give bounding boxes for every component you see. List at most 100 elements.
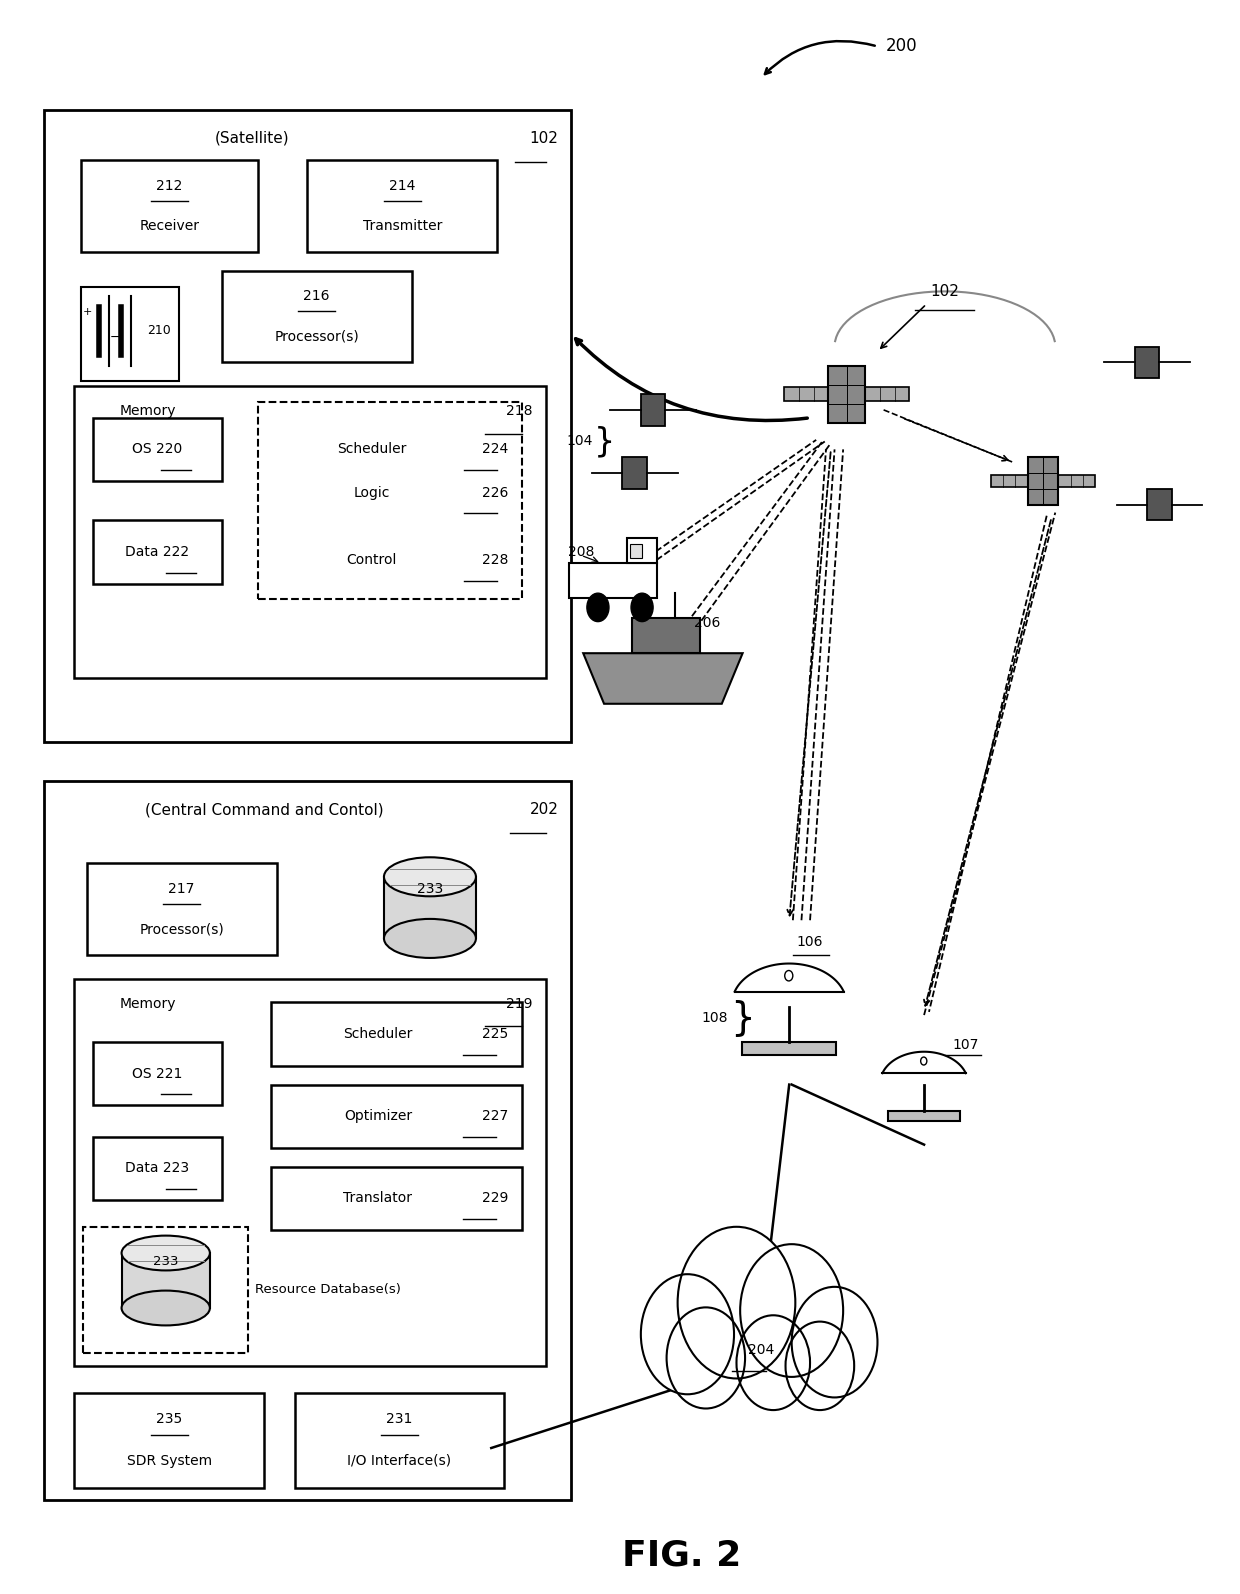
Bar	[1058, 475, 1095, 486]
Text: (Central Command and Contol): (Central Command and Contol)	[145, 802, 383, 818]
Bar	[742, 1041, 837, 1055]
Ellipse shape	[384, 918, 476, 958]
Bar	[1147, 489, 1172, 521]
Bar	[1028, 457, 1058, 505]
Bar	[622, 457, 647, 489]
Ellipse shape	[122, 1235, 210, 1270]
Bar	[81, 161, 258, 252]
Bar	[568, 563, 657, 598]
Text: 226: 226	[482, 486, 508, 501]
Text: 214: 214	[389, 179, 415, 193]
Text: Scheduler: Scheduler	[343, 1027, 413, 1041]
Text: 102: 102	[930, 284, 960, 298]
Text: 208: 208	[568, 545, 594, 559]
Text: 227: 227	[482, 1109, 508, 1124]
Circle shape	[677, 1227, 795, 1379]
Text: 217: 217	[169, 881, 195, 896]
Text: 202: 202	[529, 802, 558, 818]
Text: Optimizer: Optimizer	[343, 1109, 412, 1124]
Bar	[74, 1393, 264, 1487]
Text: 228: 228	[482, 553, 508, 567]
Text: OS 221: OS 221	[131, 1066, 182, 1081]
Bar	[632, 618, 699, 654]
Text: 108: 108	[701, 1011, 728, 1025]
Text: Data 222: Data 222	[125, 545, 190, 559]
Bar	[93, 521, 222, 583]
Bar	[43, 781, 570, 1500]
Polygon shape	[583, 654, 743, 705]
Bar	[270, 1003, 522, 1066]
Text: 210: 210	[146, 324, 170, 338]
Ellipse shape	[122, 1291, 210, 1326]
Text: Memory: Memory	[120, 405, 176, 419]
Bar	[93, 1042, 222, 1105]
Text: Receiver: Receiver	[139, 220, 200, 233]
Text: 200: 200	[887, 37, 918, 56]
Bar	[270, 1084, 522, 1148]
Bar	[384, 877, 476, 939]
Bar	[828, 365, 866, 422]
Text: I/O Interface(s): I/O Interface(s)	[347, 1454, 451, 1468]
Text: 102: 102	[529, 131, 558, 145]
Text: Transmitter: Transmitter	[362, 220, 441, 233]
Circle shape	[785, 971, 792, 980]
Text: }: }	[594, 426, 615, 457]
Text: 107: 107	[952, 1038, 978, 1052]
Bar	[258, 402, 522, 599]
Circle shape	[737, 1315, 810, 1411]
Text: 204: 204	[748, 1344, 774, 1356]
Bar	[43, 110, 570, 741]
Bar	[630, 544, 642, 558]
Text: 233: 233	[417, 881, 443, 896]
Bar	[627, 537, 657, 563]
Text: 224: 224	[482, 443, 508, 456]
Text: OS 220: OS 220	[131, 443, 182, 456]
Bar	[784, 387, 828, 402]
Bar	[74, 386, 547, 679]
Bar	[866, 387, 909, 402]
Text: Resource Database(s): Resource Database(s)	[254, 1283, 401, 1296]
Bar	[308, 161, 497, 252]
Bar	[122, 1253, 210, 1309]
Circle shape	[587, 593, 609, 622]
Circle shape	[667, 1307, 745, 1409]
Text: Processor(s): Processor(s)	[274, 330, 358, 344]
Bar	[87, 864, 277, 955]
Text: Memory: Memory	[120, 996, 176, 1011]
Bar	[295, 1393, 503, 1487]
Text: }: }	[730, 999, 755, 1038]
Text: Translator: Translator	[343, 1191, 413, 1205]
Ellipse shape	[384, 858, 476, 896]
Text: Scheduler: Scheduler	[337, 443, 407, 456]
Bar	[81, 287, 179, 381]
Text: FIG. 2: FIG. 2	[621, 1538, 742, 1572]
Bar	[270, 1167, 522, 1231]
Text: 219: 219	[506, 996, 533, 1011]
Text: 218: 218	[506, 405, 533, 419]
Text: 106: 106	[796, 934, 822, 948]
Text: +: +	[83, 308, 93, 317]
Text: 235: 235	[156, 1412, 182, 1427]
Circle shape	[631, 593, 653, 622]
Text: Data 223: Data 223	[125, 1162, 190, 1175]
Text: 231: 231	[386, 1412, 413, 1427]
Text: −: −	[109, 330, 120, 344]
Circle shape	[740, 1245, 843, 1377]
Bar	[641, 394, 666, 426]
Text: 225: 225	[482, 1027, 508, 1041]
Text: 104: 104	[567, 435, 593, 448]
Circle shape	[920, 1057, 926, 1065]
Text: 206: 206	[693, 617, 720, 630]
Bar	[93, 418, 222, 481]
Bar	[93, 1137, 222, 1200]
Text: 233: 233	[153, 1254, 179, 1269]
Circle shape	[641, 1274, 734, 1395]
Text: Control: Control	[346, 553, 397, 567]
Text: Processor(s): Processor(s)	[139, 923, 224, 936]
Circle shape	[785, 1321, 854, 1411]
Bar	[1135, 346, 1159, 378]
Text: 216: 216	[304, 290, 330, 303]
Bar	[83, 1227, 248, 1353]
Text: SDR System: SDR System	[126, 1454, 212, 1468]
Text: (Satellite): (Satellite)	[215, 131, 289, 145]
